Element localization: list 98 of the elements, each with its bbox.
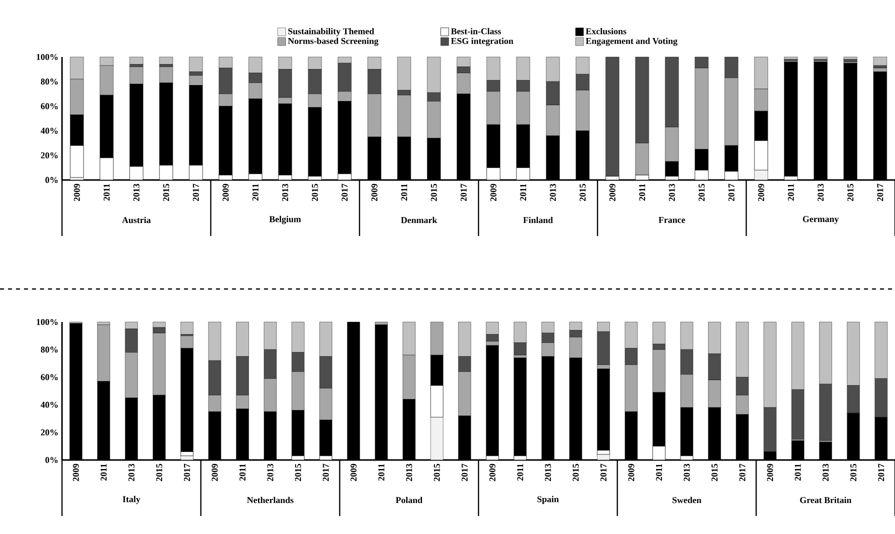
x-tick-label: 2011 [517,464,524,481]
y-tick-label: 0% [45,456,58,464]
x-tick-label: 2013 [822,464,829,482]
x-tick-label: 2017 [739,464,746,482]
legend-label: Best-in-Class [451,28,501,34]
x-tick-label: 2017 [342,184,348,202]
x-tick-label: 2009 [490,184,496,202]
x-tick-label: 2009 [767,464,774,482]
x-tick-label: 2013 [133,184,140,202]
x-tick-label: 2013 [550,184,556,202]
x-tick-label: 2017 [192,184,199,202]
x-tick-label: 2015 [850,464,856,482]
bar [130,56,144,64]
x-tick-label: 2017 [600,464,606,482]
bar [597,368,610,450]
x-tick-label: 2009 [371,184,378,202]
x-tick-label: 2011 [100,464,107,481]
x-tick-label: 2017 [462,464,468,482]
x-tick-label: 2011 [239,464,246,481]
x-tick-label: 2011 [788,184,794,201]
y-tick-label: 100% [36,54,58,60]
x-tick-label: 2015 [312,184,318,202]
x-tick-label: 2009 [350,464,357,482]
legend-label: ESG integration [451,38,514,46]
text: Germany [802,216,839,224]
x-tick-label: 2011 [401,184,408,201]
x-tick-label: 2015 [163,184,170,202]
x-tick-label: 2013 [282,184,288,202]
bar [814,56,828,60]
text: Spain [537,496,559,504]
x-tick-label: 2011 [639,184,646,201]
x-tick-label: 2017 [184,464,190,482]
x-tick-label: 2009 [74,184,80,202]
x-tick-label: 2011 [794,464,801,481]
x-tick-label: 2009 [609,184,616,202]
x-tick-label: 2015 [711,464,718,482]
x-tick-label: 2015 [434,464,440,482]
x-tick-label: 2009 [628,464,634,482]
text: Great Britain [800,496,852,504]
text: Finland [523,216,553,224]
x-tick-label: 2015 [698,184,705,202]
bar [606,56,620,176]
y-tick-label: 80% [40,78,58,85]
legend-label: Norms-based Screening [288,38,378,46]
text: Denmark [400,216,438,224]
x-tick-label: 2011 [656,464,662,481]
text: Belgium [269,216,301,224]
x-tick-label: 2011 [378,464,384,481]
x-tick-label: 2017 [322,464,329,482]
x-tick-label: 2009 [72,464,79,482]
x-tick-label: 2013 [668,184,675,202]
y-tick-label: 20% [40,152,58,158]
text: Italy [122,496,140,504]
x-tick-label: 2013 [818,184,824,202]
y-tick-label: 0% [45,176,58,184]
x-tick-label: 2011 [252,184,258,201]
y-tick-label: 60% [40,374,58,380]
y-tick-label: 20% [40,429,58,436]
x-tick-label: 2017 [877,184,884,202]
text: Austria [122,216,151,224]
bar [159,56,173,64]
bar [784,62,798,176]
bar [784,56,798,60]
y-tick-label: 100% [36,318,58,326]
bar [873,56,887,66]
x-tick-label: 2015 [156,464,162,482]
x-tick-label: 2011 [104,184,110,201]
bar [844,56,858,60]
legend-label: Engagement and Voting [586,38,678,46]
y-tick-label: 40% [40,402,58,408]
x-tick-label: 2013 [267,464,274,482]
x-tick-label: 2015 [572,464,579,482]
x-tick-label: 2009 [758,184,764,202]
legend-label: Exclusions [586,28,626,34]
text: Poland [396,496,422,504]
x-tick-label: 2017 [460,184,467,202]
x-tick-label: 2009 [222,184,229,202]
bar [189,56,203,72]
y-tick-label: 60% [40,103,58,110]
text: France [658,217,686,223]
x-tick-label: 2013 [544,464,551,482]
text: Sweden [672,496,702,504]
legend-label: Sustainability Themed [288,28,374,36]
x-tick-label: 2017 [728,184,734,202]
y-tick-label: 80% [40,346,58,353]
x-tick-label: 2011 [520,184,526,201]
x-tick-label: 2015 [580,184,586,202]
text: Netherlands [247,496,294,504]
x-tick-label: 2017 [878,464,884,482]
x-tick-label: 2015 [294,464,302,482]
x-tick-label: 2013 [684,464,690,482]
x-tick-label: 2015 [430,184,437,202]
x-tick-label: 2009 [489,464,496,482]
x-tick-label: 2013 [406,464,412,482]
x-tick-label: 2009 [212,464,218,482]
x-tick-label: 2015 [847,184,854,202]
x-tick-label: 2013 [128,464,134,482]
y-tick-label: 40% [40,128,58,134]
